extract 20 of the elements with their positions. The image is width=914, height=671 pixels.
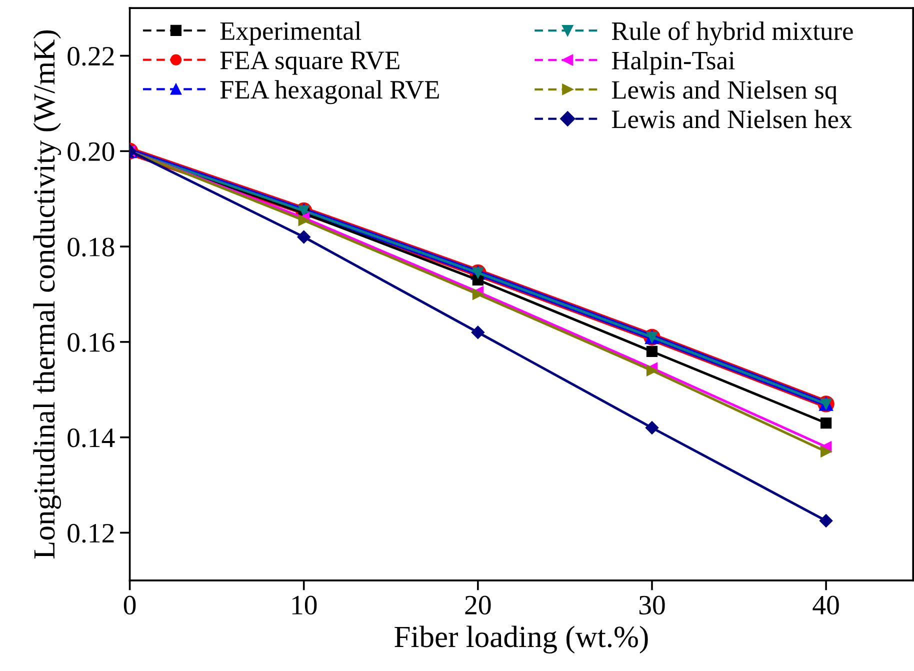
x-tick-label: 30	[639, 596, 665, 615]
legend-label: Lewis and Nielsen hex	[612, 110, 852, 128]
x-tick-label: 0	[124, 596, 136, 615]
legend-label: Lewis and Nielsen sq	[612, 80, 838, 104]
x-axis-title: Fiber loading (wt.%)	[394, 626, 648, 654]
legend-label: Rule of hybrid mixture	[612, 21, 853, 46]
x-tick-label: 10	[292, 596, 317, 615]
y-axis-title: Longitudinal thermal conductivity (W/mK)	[33, 30, 62, 559]
y-tick-label: 0.12	[68, 524, 114, 543]
y-tick-label: 0.14	[68, 428, 115, 448]
y-tick-label: 0.16	[68, 333, 114, 352]
y-tick-label: 0.20	[68, 142, 114, 162]
legend-label: Experimental	[220, 21, 362, 46]
x-tick-label: 20	[465, 596, 491, 615]
legend-label: Halpin-Tsai	[612, 50, 735, 75]
legend-label: FEA hexagonal RVE	[220, 80, 439, 104]
y-tick-label: 0.22	[68, 46, 114, 66]
x-tick-label: 40	[812, 596, 839, 615]
y-tick-label: 0.18	[68, 238, 114, 257]
legend-label: FEA square RVE	[220, 52, 400, 75]
